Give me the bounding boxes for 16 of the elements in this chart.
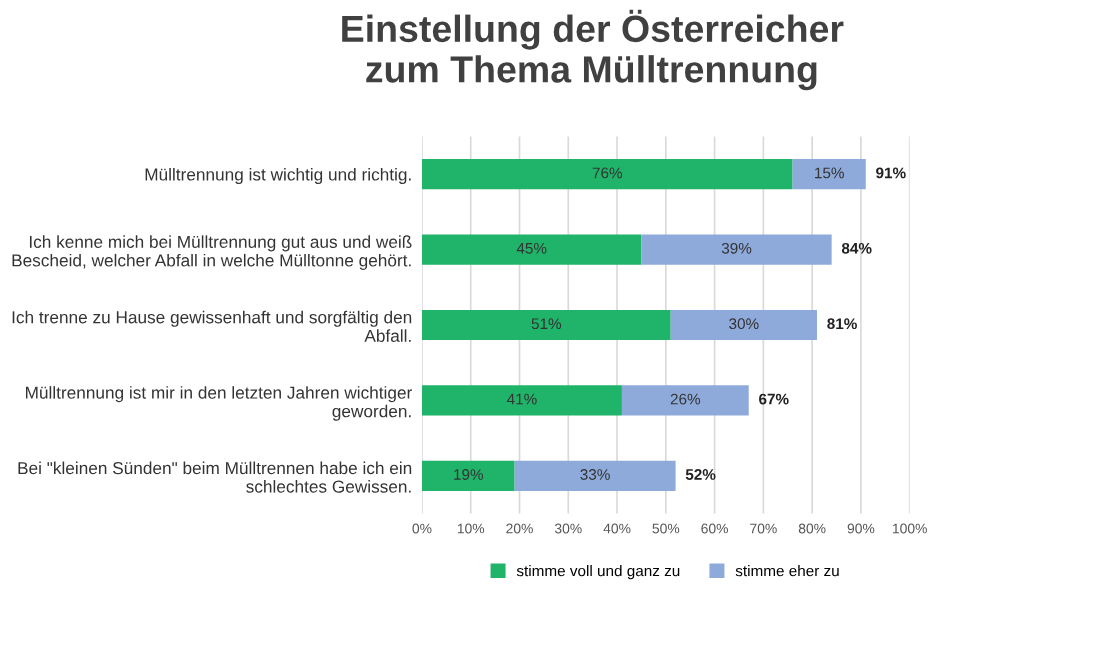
bar (792, 159, 866, 190)
bar (421, 309, 671, 341)
bar (621, 385, 749, 416)
bar (421, 385, 622, 416)
y-tick-label: Ich kenne mich bei Mülltrennung gut aus und weiß Bescheid, welcher Abfall in welche Mülltonne gehört. (12, 235, 412, 270)
chart-title: Einstellung der Österreicher zum Thema Mülltrennung (342, 9, 844, 91)
bar (670, 309, 818, 341)
bar (421, 460, 515, 491)
bar (641, 234, 832, 265)
y-tick-label: Bei "kleinen Sünden" beim Mülltrennen habe ich ein schlechtes Gewissen. (18, 461, 412, 493)
y-tick-label: Mülltrennung ist mir in den letzten Jahren wichtiger geworden. (25, 386, 412, 421)
y-tick-label: Mülltrennung ist wichtig und richtig. (145, 167, 411, 185)
bar (421, 159, 793, 190)
bar (421, 234, 642, 265)
y-tick-label: Ich trenne zu Hause gewissenhaft und sorgfältig den Abfall. (12, 310, 412, 342)
bar (514, 460, 676, 491)
